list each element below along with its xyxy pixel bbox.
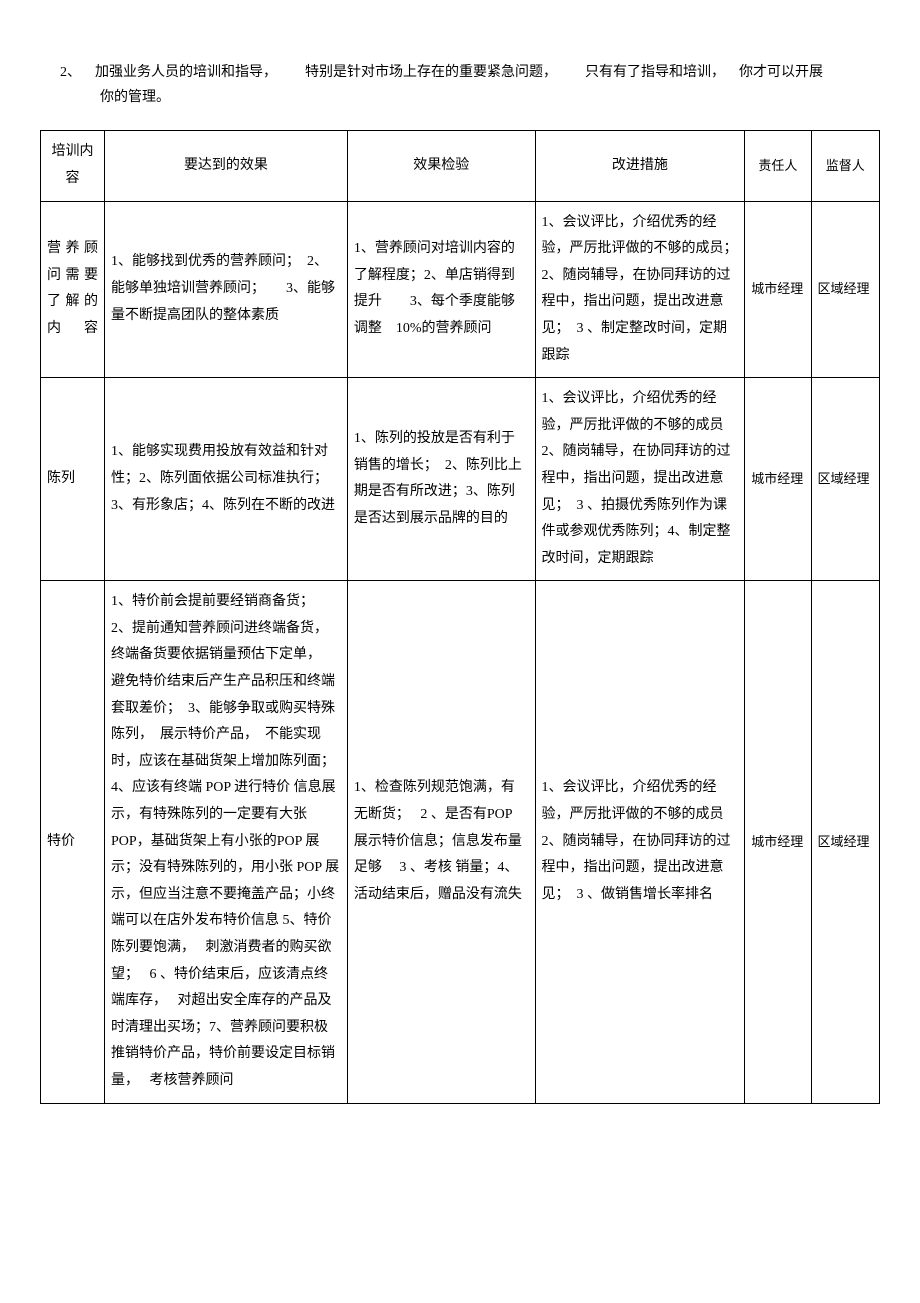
cell-resp: 城市经理 (745, 201, 811, 378)
intro-paragraph: 2、 加强业务人员的培训和指导， 特别是针对市场上存在的重要紧急问题， 只有有了… (40, 60, 880, 110)
header-sup: 监督人 (811, 131, 879, 201)
cell-effect: 1、能够找到优秀的营养顾问； 2、能够单独培训营养顾问； 3、能够 量不断提高团… (105, 201, 348, 378)
cell-measure: 1、会议评比，介绍优秀的经验，严厉批评做的不够的成员 2、随岗辅导，在协同拜访的… (535, 378, 745, 581)
cell-sup: 区域经理 (811, 201, 879, 378)
training-table: 培训内容 要达到的效果 效果检验 改进措施 责任人 监督人 营 养 顾问 需 要… (40, 130, 880, 1103)
header-measure: 改进措施 (535, 131, 745, 201)
intro-seg3: 只有有了指导和培训， (585, 60, 725, 85)
intro-line2: 你的管理。 (60, 85, 880, 110)
intro-seg4: 你才可以开展 (739, 60, 823, 85)
table-row: 陈列 1、能够实现费用投放有效益和针对性；2、陈列面依据公司标准执行；3、有形象… (41, 378, 880, 581)
cell-measure: 1、会议评比，介绍优秀的经验，严厉批评做的不够的成员 2、随岗辅导，在协同拜访的… (535, 581, 745, 1103)
cell-sup: 区域经理 (811, 378, 879, 581)
cell-measure: 1、会议评比，介绍优秀的经验，严厉批评做的不够的成员；2、随岗辅导，在协同拜访的… (535, 201, 745, 378)
cell-check: 1、陈列的投放是否有利于销售的增长； 2、陈列比上期是否有所改进；3、陈列是否达… (347, 378, 535, 581)
cell-topic: 营 养 顾问 需 要了 解 的内容 (41, 201, 105, 378)
header-topic: 培训内容 (41, 131, 105, 201)
cell-check: 1、检查陈列规范饱满，有无断货； 2 、是否有POP 展示特价信息；信息发布量足… (347, 581, 535, 1103)
cell-resp: 城市经理 (745, 581, 811, 1103)
cell-resp: 城市经理 (745, 378, 811, 581)
table-row: 营 养 顾问 需 要了 解 的内容 1、能够找到优秀的营养顾问； 2、能够单独培… (41, 201, 880, 378)
cell-effect: 1、特价前会提前要经销商备货； 2、提前通知营养顾问进终端备货， 终端备货要依据… (105, 581, 348, 1103)
cell-effect: 1、能够实现费用投放有效益和针对性；2、陈列面依据公司标准执行；3、有形象店；4… (105, 378, 348, 581)
header-check: 效果检验 (347, 131, 535, 201)
cell-check: 1、营养顾问对培训内容的了解程度；2、单店销得到提升 3、每个季度能够调整 10… (347, 201, 535, 378)
header-resp: 责任人 (745, 131, 811, 201)
cell-topic: 特价 (41, 581, 105, 1103)
table-row: 特价 1、特价前会提前要经销商备货； 2、提前通知营养顾问进终端备货， 终端备货… (41, 581, 880, 1103)
intro-seg1: 加强业务人员的培训和指导， (95, 60, 277, 85)
table-header-row: 培训内容 要达到的效果 效果检验 改进措施 责任人 监督人 (41, 131, 880, 201)
intro-seg2: 特别是针对市场上存在的重要紧急问题， (305, 60, 557, 85)
cell-sup: 区域经理 (811, 581, 879, 1103)
intro-number: 2、 (60, 60, 81, 85)
header-effect: 要达到的效果 (105, 131, 348, 201)
cell-topic: 陈列 (41, 378, 105, 581)
